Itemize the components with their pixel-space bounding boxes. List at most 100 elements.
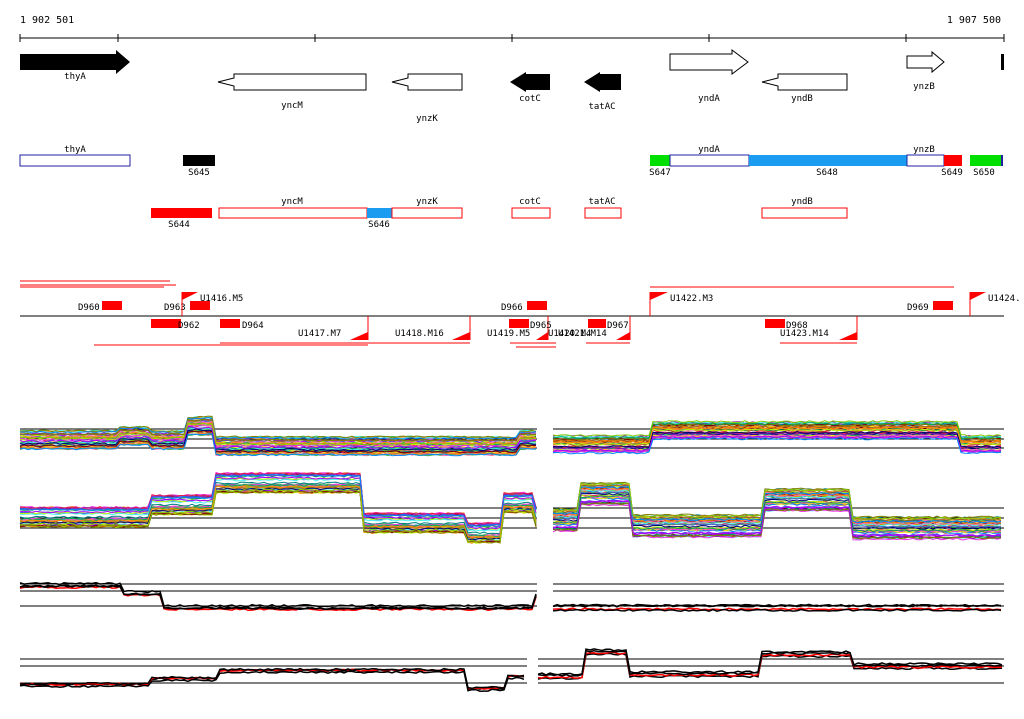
feature-label-U1419.M5: U1419.M5 xyxy=(487,329,530,339)
segment-gene-label-ynzB: ynzB xyxy=(913,145,935,155)
segment-S649[interactable] xyxy=(944,155,962,166)
feature-label-U1416.M5: U1416.M5 xyxy=(200,294,243,304)
feature-U1422.M3-marker[interactable] xyxy=(650,292,668,300)
segment-label-S649: S649 xyxy=(941,168,963,178)
gene-tatAC[interactable]: tatAC xyxy=(584,72,621,112)
panel-1-right-series xyxy=(552,431,1002,449)
gene-yncM[interactable]: yncM xyxy=(217,73,367,111)
panel-1-right-series xyxy=(552,432,1002,450)
gene-label-tatAC: tatAC xyxy=(588,102,615,112)
feature-D965[interactable] xyxy=(509,319,529,328)
feature-label-D968: D968 xyxy=(786,321,808,331)
panel-1-right-series xyxy=(552,423,1002,441)
panel-1-left-series xyxy=(19,432,537,456)
expression-panels xyxy=(19,415,1004,692)
feature-label-U1420.M4: U1420.M4 xyxy=(548,329,591,339)
feature-D967[interactable] xyxy=(588,319,606,328)
feature-label-D964: D964 xyxy=(242,321,264,331)
forward-segment-track: thyA S645 yndA S647 S648 ynzB S649 S650 xyxy=(19,145,1003,178)
panel-1-right-series xyxy=(552,426,1002,444)
feature-label-D962: D962 xyxy=(178,321,200,331)
feature-D963[interactable] xyxy=(190,301,210,310)
feature-label-U1424: U1424. xyxy=(988,294,1021,304)
gene-label-ynzB: ynzB xyxy=(913,82,935,92)
gene-ynzK[interactable]: ynzK xyxy=(391,73,463,124)
segment-gene-label-ynzK: ynzK xyxy=(416,197,438,207)
reverse-segment-track: S644 yncM S646 ynzK cotC tatAC yndB xyxy=(151,197,848,230)
panel-1-right-series xyxy=(552,437,1002,455)
gene-ynzB[interactable]: ynzB xyxy=(906,50,945,92)
feature-label-U1422.M3: U1422.M3 xyxy=(670,294,713,304)
panel-2-left-series xyxy=(19,476,537,530)
feature-U1421.M14-marker[interactable] xyxy=(616,332,630,340)
gene-cotC[interactable]: cotC xyxy=(510,72,550,104)
feature-label-U1418.M16: U1418.M16 xyxy=(395,329,444,339)
feature-D962[interactable] xyxy=(151,319,181,328)
panel-4-right-series xyxy=(537,648,1003,676)
feature-track: D960 D963 U1416.M5 D966 U1422.M3 D969 U1… xyxy=(20,280,1021,348)
panel-2-left-series xyxy=(19,484,537,537)
gene-track: thyA yncM ynzK cotC tatAC yndA xyxy=(20,49,1004,124)
segment-S648[interactable] xyxy=(749,155,907,166)
segment-S645[interactable] xyxy=(183,155,215,166)
panel-1-left-series xyxy=(19,418,537,442)
feature-label-U1417.M7: U1417.M7 xyxy=(298,329,341,339)
panel-1-left-series xyxy=(19,422,537,446)
panel-2-right-series xyxy=(552,499,1002,537)
feature-D964[interactable] xyxy=(220,319,240,328)
panel-1-right-series xyxy=(552,420,1002,438)
panel-3-left-series xyxy=(19,581,537,608)
panel-1-right-series xyxy=(553,425,1002,443)
segment-gene-label-yncM: yncM xyxy=(281,197,303,207)
feature-U1417.M7-marker[interactable] xyxy=(350,332,368,340)
segment-label-S645: S645 xyxy=(188,168,210,178)
gene-label-ynzK: ynzK xyxy=(416,114,438,124)
panel-3-left-series xyxy=(19,584,537,610)
panel-2-right-series xyxy=(552,494,1002,532)
panel-4-left-series xyxy=(19,670,525,692)
feature-label-D965: D965 xyxy=(530,321,552,331)
panel-1-left-series xyxy=(19,430,536,454)
panel-1-left-series xyxy=(19,433,537,457)
panel-2-left-series xyxy=(19,485,537,539)
panel-2-right-series xyxy=(552,495,1002,533)
feature-D966[interactable] xyxy=(527,301,547,310)
gene-label-cotC: cotC xyxy=(519,94,541,104)
gene-label-yncM: yncM xyxy=(281,101,303,111)
segment-S644[interactable] xyxy=(151,208,212,218)
panel-2-left-series xyxy=(19,487,537,541)
segment-gene-label-cotC: cotC xyxy=(519,197,541,207)
feature-D960[interactable] xyxy=(102,301,122,310)
feature-U1419.M5-marker[interactable] xyxy=(536,332,548,340)
segment-label-S650: S650 xyxy=(973,168,995,178)
panel-4-left-series xyxy=(19,667,525,690)
segment-S646[interactable] xyxy=(367,208,392,218)
feature-U1418.M16-marker[interactable] xyxy=(452,332,470,340)
segment-label-S648: S648 xyxy=(816,168,838,178)
panel-1-right-series xyxy=(552,428,1002,446)
feature-label-D960: D960 xyxy=(78,303,100,313)
feature-D969[interactable] xyxy=(933,301,953,310)
panel-3-right-series xyxy=(552,608,1002,612)
segment-S647[interactable] xyxy=(650,155,670,166)
ruler-end-label: 1 907 500 xyxy=(947,15,1001,26)
panel-1-left-series xyxy=(19,416,537,440)
gene-thyA[interactable]: thyA xyxy=(20,50,130,82)
panel-2-left-series xyxy=(19,490,537,544)
segment-S650[interactable] xyxy=(970,155,1002,166)
feature-D968[interactable] xyxy=(765,319,785,328)
feature-U1416.M5-marker[interactable] xyxy=(182,292,198,300)
segment-gene-label-tatAC: tatAC xyxy=(588,197,615,207)
panel-2-right-series xyxy=(552,482,1002,520)
feature-U1424-marker[interactable] xyxy=(970,292,986,300)
panel-2-left-series xyxy=(19,490,537,543)
panel-2-right-series xyxy=(552,490,1002,529)
feature-U1423.M14-marker[interactable] xyxy=(839,332,857,340)
panel-3-right-series xyxy=(552,607,1002,611)
segment-label-S644: S644 xyxy=(168,220,190,230)
panel-1-left-series xyxy=(19,428,537,452)
feature-label-D967: D967 xyxy=(607,321,629,331)
gene-yndB[interactable]: yndB xyxy=(761,73,848,104)
gene-label-yndB: yndB xyxy=(791,94,813,104)
gene-yndA[interactable]: yndA xyxy=(669,49,749,104)
